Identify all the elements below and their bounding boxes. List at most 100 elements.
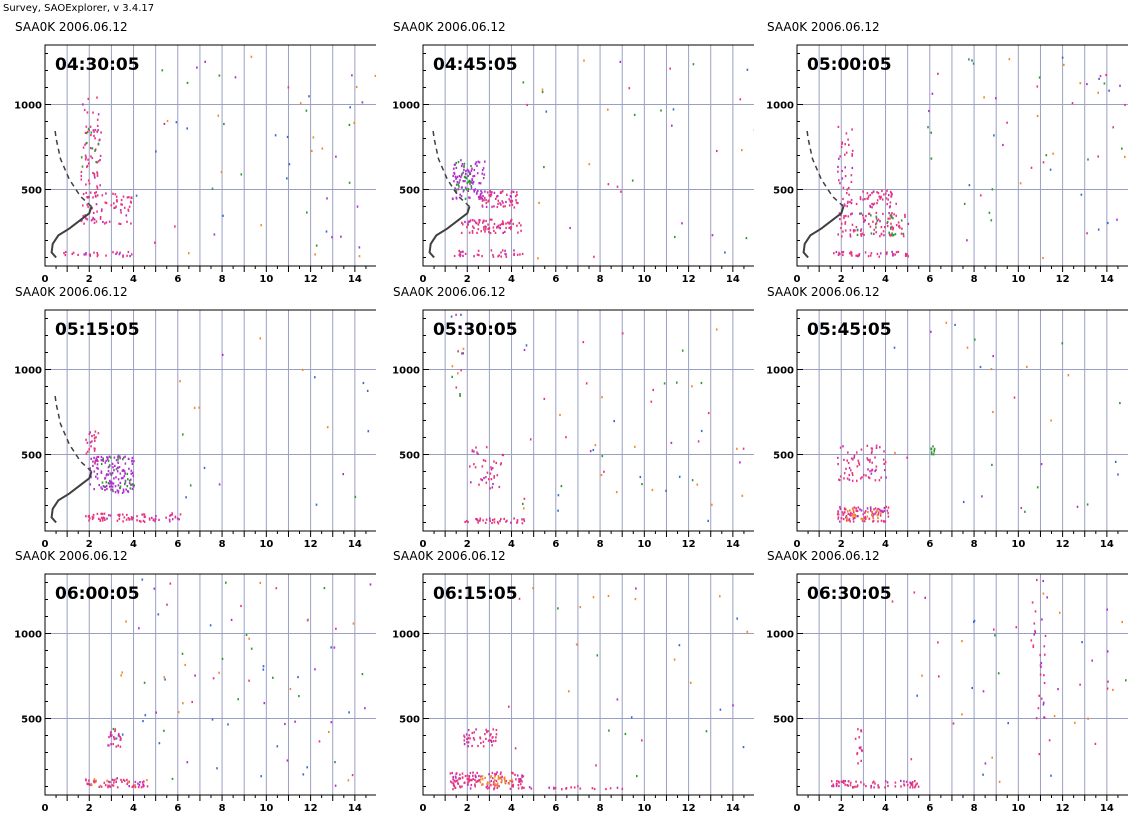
echo-point — [974, 339, 976, 341]
echo-point — [887, 199, 889, 201]
echo-point — [94, 448, 96, 450]
echo-point — [204, 467, 206, 469]
echo-point — [488, 773, 490, 775]
echo-point — [546, 111, 548, 113]
echo-point — [176, 121, 178, 123]
echo-point — [480, 190, 482, 192]
echo-point — [844, 472, 846, 474]
echo-point — [882, 198, 884, 200]
echo-point — [504, 781, 506, 783]
echo-point — [862, 518, 864, 520]
echo-point — [494, 518, 496, 520]
echo-point — [486, 482, 488, 484]
echo-point — [844, 507, 846, 509]
echo-point — [467, 224, 469, 226]
echo-point — [852, 474, 854, 476]
echo-point — [706, 730, 708, 732]
echo-point — [513, 253, 515, 255]
echo-point — [517, 774, 519, 776]
echo-point — [89, 431, 91, 433]
echo-point — [867, 468, 869, 470]
echo-point — [308, 95, 310, 97]
echo-point — [95, 780, 97, 782]
echo-point — [246, 634, 248, 636]
echo-point — [303, 773, 305, 775]
echo-point — [175, 516, 177, 518]
echo-point — [260, 337, 262, 339]
echo-point — [352, 774, 354, 776]
plot-frame — [797, 574, 1128, 795]
echo-point — [363, 382, 365, 384]
timestamp-label: 04:30:05 — [55, 55, 140, 75]
echo-point — [467, 745, 469, 747]
echo-point — [491, 522, 493, 524]
echo-point — [105, 202, 107, 204]
echo-point — [464, 736, 466, 738]
echo-point — [509, 204, 511, 206]
echo-point — [108, 514, 110, 516]
x-tick-label: 2 — [838, 803, 845, 814]
echo-point — [844, 203, 846, 205]
echo-point — [142, 579, 144, 581]
echo-point — [106, 485, 108, 487]
echo-point — [887, 221, 889, 223]
x-tick-label: 6 — [926, 274, 933, 285]
echo-point — [838, 781, 840, 783]
echo-point — [101, 470, 103, 472]
echo-point — [928, 110, 930, 112]
echo-point — [483, 199, 485, 201]
echo-point — [136, 519, 138, 521]
echo-point — [467, 182, 469, 184]
echo-point — [95, 129, 97, 131]
echo-point — [187, 82, 189, 84]
echo-point — [871, 206, 873, 208]
echo-point — [510, 196, 512, 198]
echo-point — [101, 463, 103, 465]
x-tick-label: 14 — [348, 803, 362, 814]
echo-point — [845, 229, 847, 231]
echo-point — [135, 781, 137, 783]
echo-point — [697, 484, 699, 486]
echo-point — [126, 519, 128, 521]
echo-point — [123, 491, 125, 493]
echo-point — [456, 184, 458, 186]
echo-point — [863, 220, 865, 222]
echo-point — [504, 231, 506, 233]
echo-point — [231, 619, 233, 621]
echo-point — [481, 255, 483, 257]
echo-point — [493, 230, 495, 232]
echo-point — [104, 782, 106, 784]
echo-point — [874, 229, 876, 231]
echo-point — [146, 779, 148, 781]
echo-point — [732, 704, 734, 706]
echo-point — [851, 457, 853, 459]
echo-point — [860, 746, 862, 748]
echo-point — [519, 253, 521, 255]
echo-point — [480, 742, 482, 744]
echo-point — [991, 368, 993, 370]
echo-point — [856, 786, 858, 788]
echo-point — [558, 494, 560, 496]
echo-point — [877, 520, 879, 522]
echo-point — [468, 729, 470, 731]
echo-point — [898, 251, 900, 253]
echo-point — [185, 496, 187, 498]
echo-point — [116, 196, 118, 198]
echo-point — [876, 212, 878, 214]
echo-point — [106, 481, 108, 483]
echo-point — [555, 787, 557, 789]
echo-point — [869, 205, 871, 207]
echo-point — [870, 785, 872, 787]
echo-point — [128, 781, 130, 783]
echo-point — [879, 479, 881, 481]
echo-point — [470, 165, 472, 167]
echo-point — [521, 787, 523, 789]
echo-point — [93, 252, 95, 254]
echo-point — [90, 126, 92, 128]
echo-point — [466, 741, 468, 743]
echo-point — [883, 193, 885, 195]
echo-point — [634, 446, 636, 448]
echo-point — [524, 349, 526, 351]
echo-point — [104, 517, 106, 519]
